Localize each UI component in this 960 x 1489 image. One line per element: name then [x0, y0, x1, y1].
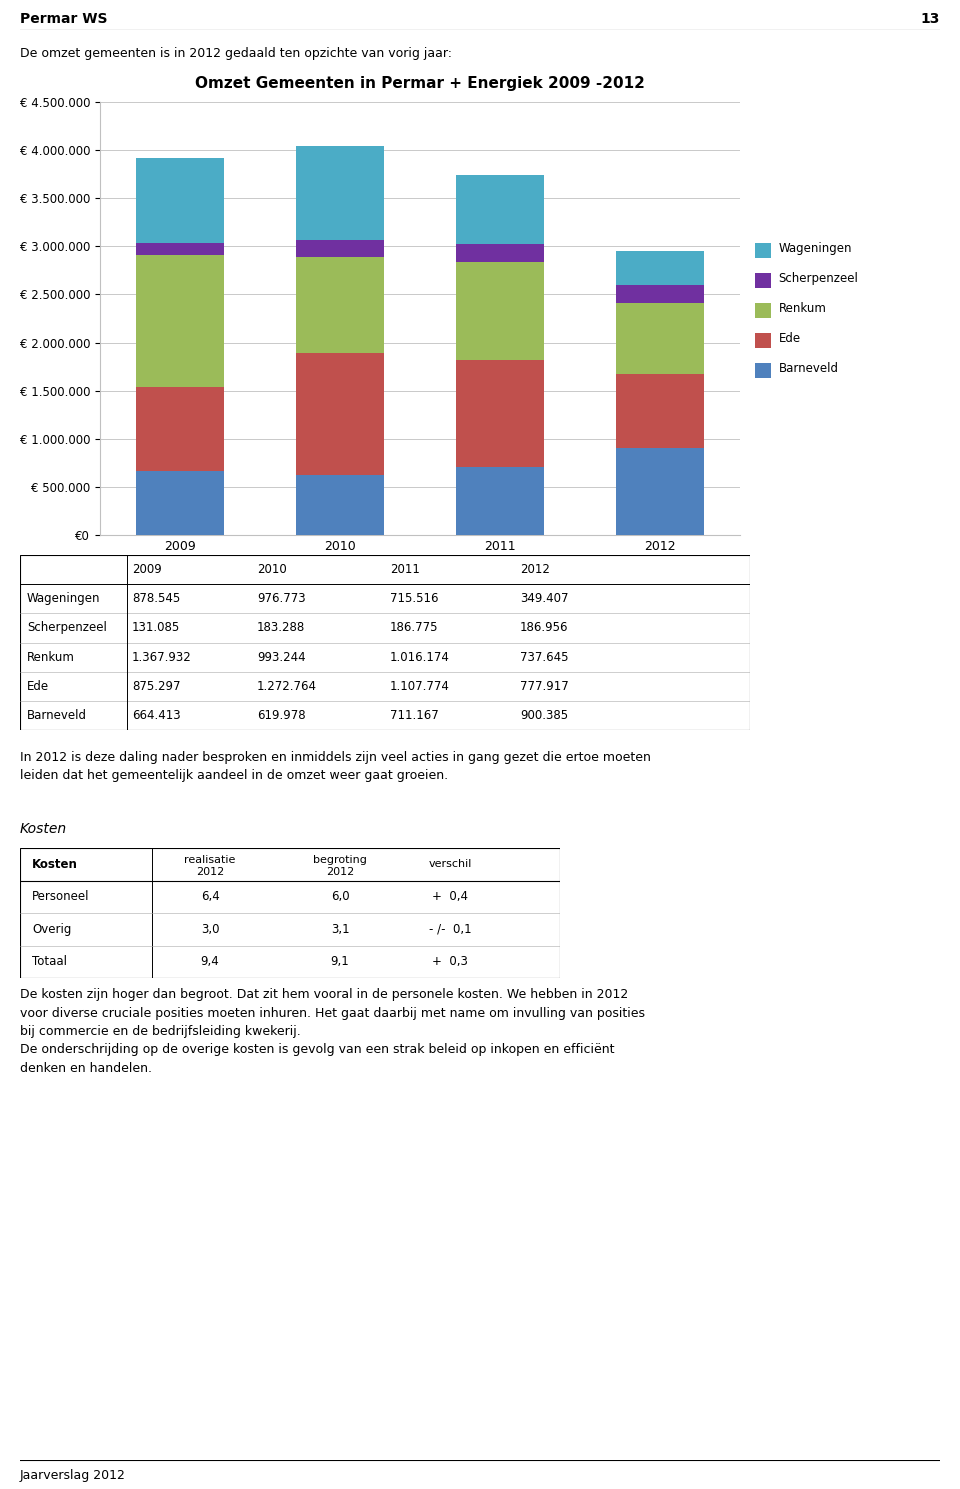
Text: Renkum: Renkum: [27, 651, 75, 664]
Bar: [136, 255, 224, 387]
Text: - /-  0,1: - /- 0,1: [429, 923, 471, 935]
Text: De kosten zijn hoger dan begroot. Dat zit hem vooral in de personele kosten. We : De kosten zijn hoger dan begroot. Dat zi…: [20, 989, 645, 1075]
Text: 715.516: 715.516: [390, 593, 439, 605]
Bar: [456, 176, 544, 244]
FancyBboxPatch shape: [755, 362, 771, 378]
Text: 186.956: 186.956: [520, 621, 568, 634]
Text: Jaarverslag 2012: Jaarverslag 2012: [20, 1470, 126, 1482]
Bar: [136, 243, 224, 255]
FancyBboxPatch shape: [755, 332, 771, 347]
Title: Omzet Gemeenten in Permar + Energiek 2009 -2012: Omzet Gemeenten in Permar + Energiek 200…: [195, 76, 645, 91]
Bar: [616, 302, 704, 374]
Text: 900.385: 900.385: [520, 709, 568, 722]
Text: Barneveld: Barneveld: [27, 709, 87, 722]
Bar: [456, 244, 544, 262]
Text: Overig: Overig: [32, 923, 71, 935]
Bar: [296, 475, 384, 535]
Text: 2010: 2010: [257, 563, 287, 576]
Text: 2012: 2012: [325, 867, 354, 877]
Text: Barneveld: Barneveld: [779, 362, 838, 375]
Text: +  0,3: + 0,3: [432, 956, 468, 968]
Text: 711.167: 711.167: [390, 709, 439, 722]
Bar: [136, 158, 224, 243]
Bar: [136, 471, 224, 535]
Text: 131.085: 131.085: [132, 621, 180, 634]
Text: 6,4: 6,4: [201, 890, 220, 904]
FancyBboxPatch shape: [755, 243, 771, 258]
Bar: [616, 252, 704, 284]
Text: Kosten: Kosten: [20, 822, 67, 835]
Text: 1.367.932: 1.367.932: [132, 651, 192, 664]
Text: 1.107.774: 1.107.774: [390, 680, 450, 692]
Text: 1.272.764: 1.272.764: [257, 680, 317, 692]
Text: 186.775: 186.775: [390, 621, 439, 634]
Bar: [616, 448, 704, 535]
Bar: [296, 353, 384, 475]
Text: 619.978: 619.978: [257, 709, 305, 722]
FancyBboxPatch shape: [755, 302, 771, 317]
Text: 3,1: 3,1: [330, 923, 349, 935]
Text: Permar WS: Permar WS: [20, 12, 108, 25]
Text: 1.016.174: 1.016.174: [390, 651, 450, 664]
Text: Scherpenzeel: Scherpenzeel: [779, 272, 858, 284]
Text: 976.773: 976.773: [257, 593, 305, 605]
Text: 737.645: 737.645: [520, 651, 568, 664]
Bar: [616, 284, 704, 302]
Bar: [456, 466, 544, 535]
Text: 993.244: 993.244: [257, 651, 305, 664]
Text: 13: 13: [921, 12, 940, 25]
Text: 2012: 2012: [196, 867, 224, 877]
Text: realisatie: realisatie: [184, 855, 236, 865]
Bar: [296, 146, 384, 240]
Text: 664.413: 664.413: [132, 709, 180, 722]
Text: verschil: verschil: [428, 859, 471, 870]
Text: 2011: 2011: [390, 563, 420, 576]
Text: Ede: Ede: [27, 680, 49, 692]
Text: 349.407: 349.407: [520, 593, 568, 605]
Bar: [616, 374, 704, 448]
Text: Renkum: Renkum: [779, 302, 827, 316]
Bar: [456, 262, 544, 360]
Text: Wageningen: Wageningen: [27, 593, 101, 605]
Text: 2012: 2012: [520, 563, 550, 576]
Text: begroting: begroting: [313, 855, 367, 865]
Text: 2009: 2009: [132, 563, 161, 576]
Text: Ede: Ede: [779, 332, 801, 345]
FancyBboxPatch shape: [755, 272, 771, 287]
Bar: [136, 387, 224, 471]
Text: 3,0: 3,0: [201, 923, 219, 935]
Text: Totaal: Totaal: [32, 956, 67, 968]
Text: 183.288: 183.288: [257, 621, 305, 634]
Text: +  0,4: + 0,4: [432, 890, 468, 904]
Text: 9,4: 9,4: [201, 956, 220, 968]
Text: 875.297: 875.297: [132, 680, 180, 692]
Bar: [296, 258, 384, 353]
Bar: [296, 240, 384, 258]
Text: Kosten: Kosten: [32, 858, 78, 871]
Text: 6,0: 6,0: [330, 890, 349, 904]
Text: Personeel: Personeel: [32, 890, 89, 904]
Text: 878.545: 878.545: [132, 593, 180, 605]
Text: In 2012 is deze daling nader besproken en inmiddels zijn veel acties in gang gez: In 2012 is deze daling nader besproken e…: [20, 750, 651, 782]
Bar: [456, 360, 544, 466]
Text: 9,1: 9,1: [330, 956, 349, 968]
Text: Scherpenzeel: Scherpenzeel: [27, 621, 107, 634]
Text: 777.917: 777.917: [520, 680, 568, 692]
Text: De omzet gemeenten is in 2012 gedaald ten opzichte van vorig jaar:: De omzet gemeenten is in 2012 gedaald te…: [20, 46, 452, 60]
Text: Wageningen: Wageningen: [779, 243, 852, 255]
